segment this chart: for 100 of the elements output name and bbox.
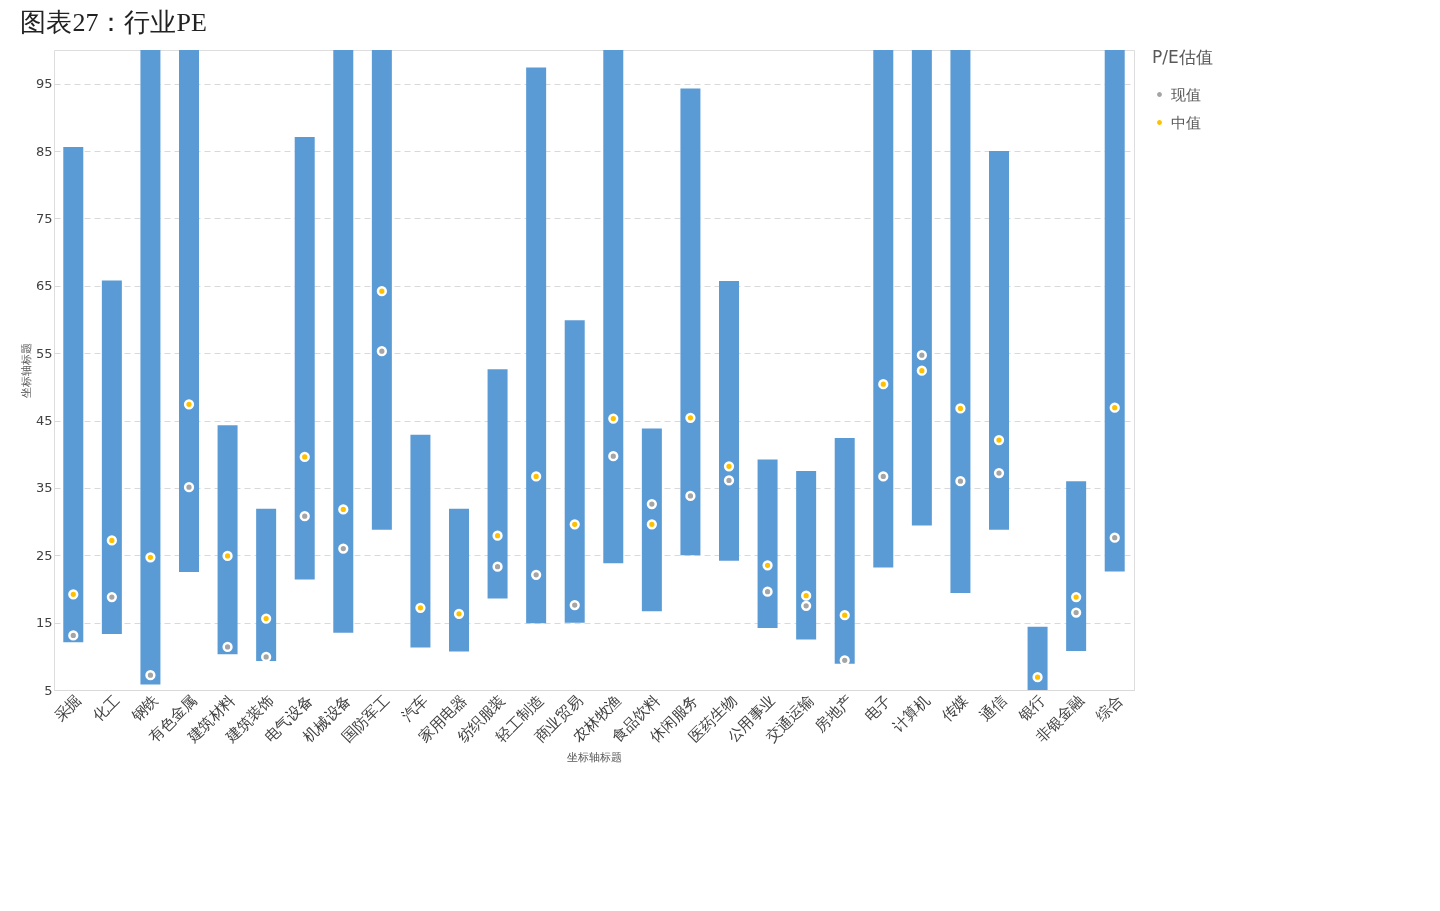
point <box>993 467 1005 479</box>
bar <box>63 147 84 643</box>
point <box>801 590 812 601</box>
bar <box>371 50 392 530</box>
point <box>762 560 773 571</box>
bar <box>950 50 971 593</box>
legend-label: 现值 <box>1171 85 1201 104</box>
bar <box>140 50 161 685</box>
point <box>723 475 735 486</box>
bar <box>989 151 1009 530</box>
bar <box>1027 626 1048 690</box>
point <box>608 451 619 462</box>
point <box>453 608 465 619</box>
bar <box>333 50 354 633</box>
point <box>376 346 387 357</box>
bar <box>603 50 624 564</box>
point <box>492 561 503 572</box>
y-tick-label: 15 <box>35 615 53 631</box>
point <box>955 403 966 414</box>
bar <box>294 136 315 580</box>
point <box>1071 607 1082 618</box>
y-tick-label: 35 <box>35 480 53 496</box>
point <box>376 286 387 297</box>
chart-title: 图表27：行业PE <box>20 8 207 37</box>
point <box>685 490 696 502</box>
point <box>68 589 79 600</box>
point <box>878 471 889 482</box>
bar <box>757 459 778 629</box>
point <box>299 451 310 463</box>
y-tick-label: 95 <box>35 76 53 92</box>
y-tick-label: 85 <box>35 143 53 159</box>
point <box>492 530 503 541</box>
point <box>839 610 850 621</box>
x-tick-label: 通信 <box>976 691 1011 726</box>
x-tick-label: 化工 <box>89 691 124 726</box>
bar <box>217 425 238 655</box>
legend-label: 中值 <box>1171 113 1201 132</box>
y-tick-label: 75 <box>35 210 53 226</box>
point <box>531 569 542 580</box>
bar <box>641 428 662 612</box>
y-tick-label: 25 <box>35 547 53 563</box>
bar <box>487 369 508 599</box>
y-axis-title: 坐标轴标题 <box>19 343 33 398</box>
point <box>145 670 156 681</box>
y-tick-label: 5 <box>44 682 53 698</box>
point <box>1109 402 1120 413</box>
bar <box>410 434 431 648</box>
point <box>222 550 233 562</box>
point <box>569 519 580 530</box>
point <box>338 543 349 554</box>
bar <box>911 50 932 526</box>
point <box>222 641 233 652</box>
bar <box>1066 481 1087 651</box>
point <box>916 365 927 376</box>
point <box>646 519 657 530</box>
point <box>569 600 580 611</box>
bar <box>101 280 122 635</box>
point <box>261 613 272 624</box>
point <box>762 586 773 597</box>
point <box>1109 532 1120 543</box>
point <box>106 591 117 603</box>
y-tick-label: 55 <box>35 345 53 361</box>
bar <box>179 50 199 573</box>
point <box>1032 672 1043 683</box>
bar <box>256 508 277 662</box>
point <box>608 413 619 424</box>
x-tick-label: 计算机 <box>888 691 934 736</box>
point <box>878 379 889 390</box>
point <box>801 600 812 611</box>
x-tick-label: 钢铁 <box>127 691 162 726</box>
bar <box>1104 50 1125 572</box>
bar <box>680 88 701 556</box>
bar <box>449 508 469 652</box>
point <box>183 482 195 493</box>
bar <box>873 50 894 568</box>
point <box>415 602 426 613</box>
y-tick-label: 45 <box>35 413 53 429</box>
point <box>916 350 927 361</box>
x-tick-label: 综合 <box>1092 691 1127 726</box>
point <box>993 434 1005 446</box>
point <box>338 504 349 515</box>
point <box>1071 591 1082 603</box>
point <box>531 471 542 482</box>
bar <box>526 67 547 624</box>
point <box>723 461 735 472</box>
x-tick-label: 传媒 <box>937 691 972 726</box>
point <box>299 511 310 522</box>
point <box>145 552 156 563</box>
point <box>183 399 195 410</box>
point <box>685 412 696 423</box>
point <box>646 498 657 510</box>
legend-title: P/E估值 <box>1152 47 1213 67</box>
bar <box>564 320 585 623</box>
bar <box>719 281 739 561</box>
bar <box>834 438 855 664</box>
point <box>68 630 79 641</box>
point <box>106 535 117 546</box>
y-tick-label: 65 <box>35 278 53 294</box>
x-axis-title: 坐标轴标题 <box>567 750 622 764</box>
point <box>955 476 966 487</box>
